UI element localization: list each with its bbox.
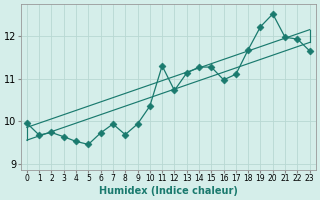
X-axis label: Humidex (Indice chaleur): Humidex (Indice chaleur) — [99, 186, 238, 196]
